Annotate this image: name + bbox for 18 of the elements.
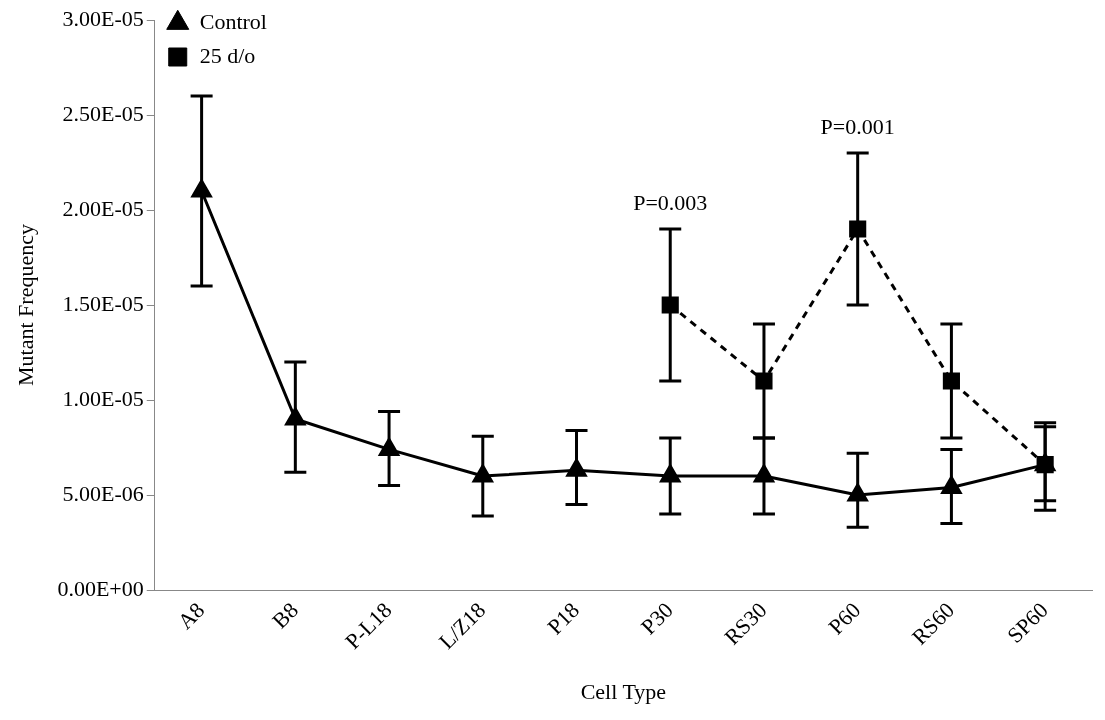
y-tick-label: 1.50E-05 — [62, 290, 144, 316]
y-tick-label: 5.00E-06 — [62, 480, 144, 506]
x-tick-label: P30 — [635, 597, 678, 640]
y-tick-label: 2.50E-05 — [62, 100, 144, 126]
legend-label: Control — [199, 8, 267, 34]
x-tick-label: P18 — [542, 597, 585, 640]
y-axis-title: Mutant Frequency — [12, 224, 38, 386]
x-tick-label: P60 — [823, 597, 866, 640]
y-tick-label: 0.00E+00 — [57, 575, 144, 601]
x-tick-label: A8 — [172, 597, 210, 635]
x-tick-label: B8 — [267, 597, 303, 634]
y-tick-label: 1.00E-05 — [62, 385, 144, 411]
legend-label: 25 d/o — [199, 42, 256, 68]
x-axis-title: Cell Type — [580, 678, 667, 704]
annotation: P=0.001 — [820, 113, 895, 139]
annotation: P=0.003 — [633, 189, 708, 215]
y-tick-label: 2.00E-05 — [62, 195, 144, 221]
y-tick-label: 3.00E-05 — [62, 5, 144, 31]
